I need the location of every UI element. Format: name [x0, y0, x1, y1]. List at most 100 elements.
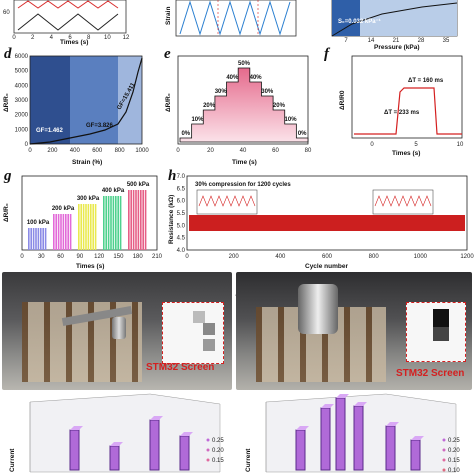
- y-tick-label: 5.0: [177, 223, 186, 229]
- series-red: [17, 0, 119, 9]
- step-label: 30%: [261, 89, 274, 95]
- colorbar-dot: [442, 468, 446, 472]
- panel-label-h: h: [168, 168, 177, 184]
- pressure-pulse: [53, 214, 55, 250]
- resistance-band: [189, 215, 465, 231]
- series-black: [17, 13, 119, 31]
- x-tick-label: 60: [57, 254, 64, 260]
- pressure-pulse: [137, 190, 140, 250]
- strain-wave: [179, 0, 291, 36]
- x-tick-label: 200: [47, 148, 58, 154]
- pressure-pulse: [42, 228, 44, 250]
- weight: [112, 317, 126, 339]
- y-tick-label: 2000: [15, 113, 29, 119]
- panel-label-f: f: [324, 46, 329, 62]
- x-axis-label: Times (s): [60, 39, 88, 46]
- x-tick-label: 12: [123, 35, 130, 41]
- step-label: 0%: [181, 131, 190, 137]
- panel-h-chart: Resistance (kΩ) 30% compression for 1200…: [168, 174, 474, 270]
- step-label: 50%: [238, 61, 251, 67]
- x-tick-label: 400: [70, 148, 81, 154]
- y-tick-label: 0: [25, 142, 29, 148]
- x-tick-label: 120: [94, 254, 105, 260]
- panel-d-chart: ΔR/R₀ GF=1.462 GF=3.826 GF=15.411 010002…: [3, 54, 149, 166]
- panel-b-partial: Strain: [165, 0, 297, 37]
- y-tick-label: 6000: [15, 54, 29, 60]
- 3d-bar-top: [354, 402, 367, 406]
- pressure-pulse: [69, 214, 72, 250]
- step-label: 0%: [298, 131, 307, 137]
- x-tick-label: 5: [414, 142, 418, 148]
- 3d-bar-top: [411, 436, 424, 440]
- panel-i-3d-bars: Current 0.25 0.20 0.15: [9, 393, 224, 473]
- z-axis-label: Current: [9, 448, 16, 472]
- 3d-bar: [353, 405, 364, 471]
- x-tick-label: 210: [152, 254, 163, 260]
- pressure-pulse: [117, 196, 119, 250]
- x-tick-label: 21: [393, 38, 400, 44]
- test-title: 30% compression for 1200 cycles: [195, 182, 291, 188]
- pressure-label: 300 kPa: [77, 196, 100, 202]
- 3d-bar-top: [180, 432, 193, 436]
- 3d-bar: [320, 407, 331, 471]
- z-tick-label: 0.10: [448, 468, 460, 474]
- step-area: [179, 67, 309, 143]
- pressure-pulse: [135, 190, 137, 250]
- z-tick-label: 0.20: [448, 448, 460, 454]
- panel-label-e: e: [164, 46, 171, 62]
- pressure-pulse: [90, 204, 92, 250]
- y-tick-label: 4.0: [177, 248, 186, 254]
- inset-1: [196, 189, 258, 215]
- panel-j-3d-bars: Current 0.25 0.20 0.15 0.10: [245, 393, 460, 474]
- 3d-bar: [69, 429, 80, 471]
- z-tick-label: 0.25: [448, 438, 460, 444]
- pressure-pulse: [128, 190, 130, 250]
- large-weight: [298, 284, 338, 334]
- pressure-label: 100 kPa: [27, 220, 50, 226]
- y-axis-label: ΔR/R₀: [3, 203, 10, 222]
- x-tick-label: 35: [443, 38, 450, 44]
- pressure-pulse: [103, 196, 105, 250]
- 3d-bar-top: [70, 426, 83, 430]
- pressure-pulse: [142, 190, 144, 250]
- x-axis-label: Times (s): [76, 263, 104, 270]
- x-tick-label: 400: [275, 254, 286, 260]
- colorbar-dot: [442, 448, 446, 452]
- x-tick-label: 60: [272, 148, 279, 154]
- 3d-bar-top: [336, 394, 349, 398]
- x-tick-label: 1000: [135, 148, 149, 154]
- 3d-bar-top: [150, 416, 163, 420]
- x-tick-label: 0: [185, 254, 189, 260]
- pressure-pulse: [85, 204, 87, 250]
- x-tick-label: 600: [322, 254, 333, 260]
- x-tick-label: 0: [370, 142, 374, 148]
- pressure-pulse: [87, 204, 90, 250]
- colorbar-dot: [206, 458, 210, 462]
- pressure-pulse: [30, 228, 32, 250]
- pressure-pulse: [80, 204, 82, 250]
- step-label: 10%: [191, 117, 204, 123]
- pressure-label: 200 kPa: [52, 206, 75, 212]
- pressure-label: 500 kPa: [127, 182, 150, 188]
- 3d-bar: [179, 435, 190, 471]
- y-tick-label: 4.5: [177, 236, 186, 242]
- y-axis-label: ΔR/R0: [339, 90, 346, 110]
- colorbar-dot: [442, 458, 446, 462]
- 3d-bar: [149, 419, 160, 471]
- 3d-bar-top: [110, 442, 123, 446]
- panel-label-d: d: [4, 46, 12, 62]
- pressure-pulse: [105, 196, 107, 250]
- x-tick-label: 7: [344, 38, 348, 44]
- x-tick-label: 0: [28, 148, 32, 154]
- x-axis-label: Pressure (kPa): [374, 44, 420, 51]
- pressure-pulse: [62, 214, 65, 250]
- x-tick-label: 800: [369, 254, 380, 260]
- y-tick-label: 1000: [15, 127, 29, 133]
- x-tick-label: 90: [77, 254, 84, 260]
- 3d-bar: [385, 425, 396, 471]
- step-label: 10%: [285, 117, 298, 123]
- pressure-pulse: [92, 204, 94, 250]
- y-axis-label: Strain: [165, 7, 172, 25]
- x-tick-label: 2: [31, 35, 35, 41]
- x-tick-label: 150: [113, 254, 124, 260]
